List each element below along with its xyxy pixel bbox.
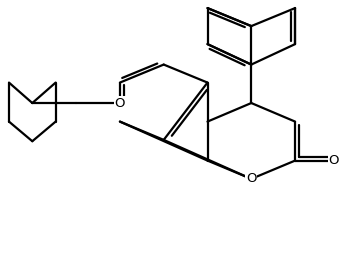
Text: O: O [328, 154, 339, 167]
Text: O: O [246, 172, 257, 185]
Text: O: O [115, 97, 125, 109]
